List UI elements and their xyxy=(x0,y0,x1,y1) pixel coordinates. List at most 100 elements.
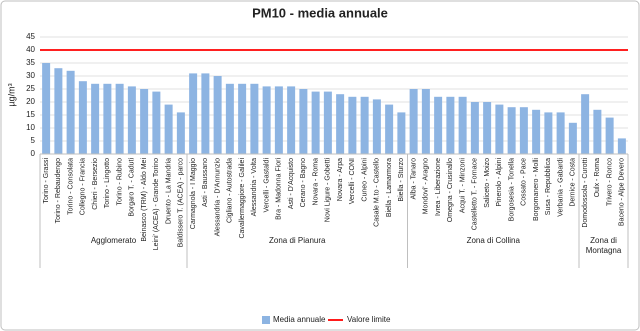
bar xyxy=(593,109,602,154)
x-tick-label: Verbania - Gabardi xyxy=(557,158,564,217)
y-tick-label: 40 xyxy=(26,45,35,54)
y-tick-label: 20 xyxy=(26,97,35,106)
x-tick-label: Beinasco (TRM) - Aldo Mei xyxy=(141,158,148,242)
bar xyxy=(238,83,247,154)
bar xyxy=(434,96,443,154)
bar xyxy=(262,86,271,154)
bar xyxy=(458,96,467,154)
bar xyxy=(127,86,136,154)
bar xyxy=(189,73,198,154)
x-tick-label: Carmagnola - I Maggio xyxy=(190,158,197,229)
bar xyxy=(213,76,222,154)
x-tick-label: Trivero - Ronco xyxy=(606,158,613,206)
bar xyxy=(446,96,455,154)
bar xyxy=(78,81,87,154)
bar xyxy=(348,96,357,154)
bar xyxy=(556,112,565,154)
x-tick-label: Pinerolo - Alpini xyxy=(496,158,503,207)
group-label: Zona di Pianura xyxy=(269,236,326,245)
bar xyxy=(336,94,345,154)
x-tick-label: Castelletto T. - Fornace xyxy=(472,158,479,230)
x-tick-label: Oulx - Roma xyxy=(594,158,601,197)
y-axis-label: µg/m³ xyxy=(6,83,16,106)
bar xyxy=(250,83,259,154)
x-tick-label: Biella - Lamarmora xyxy=(386,158,393,217)
bar xyxy=(360,96,369,154)
x-tick-label: Biella - Sturzo xyxy=(398,158,405,202)
y-tick-label: 30 xyxy=(26,71,35,80)
x-tick-label: Borgaro T. - Caduti xyxy=(129,158,136,217)
bar xyxy=(544,112,553,154)
group-label: Zona di Montagna xyxy=(585,236,622,255)
x-tick-label: Casale M.to - Castello xyxy=(374,158,381,227)
x-tick-label: Borgomanero - Molli xyxy=(533,158,540,221)
x-tick-label: Acqui T. - Minzoni xyxy=(459,158,466,214)
group-label: Zona di Collina xyxy=(466,236,520,245)
x-tick-label: Torino - Consolata xyxy=(67,158,74,215)
x-tick-label: Omegna - Crusinallo xyxy=(447,158,454,222)
bar xyxy=(287,86,296,154)
bar xyxy=(42,63,51,154)
y-tick-label: 15 xyxy=(26,110,35,119)
bar xyxy=(605,117,614,154)
x-tick-label: Baceno - Alpe Devero xyxy=(619,158,626,226)
bar xyxy=(421,89,430,154)
x-tick-label: Dernice - Costa xyxy=(570,158,577,207)
bar xyxy=(470,102,479,154)
y-tick-label: 35 xyxy=(26,58,35,67)
bar xyxy=(532,109,541,154)
bar xyxy=(385,104,394,154)
x-tick-label: Torino - Rubino xyxy=(116,158,123,206)
bar xyxy=(519,107,528,154)
x-tick-label: Cossato - Pace xyxy=(521,158,528,206)
bar xyxy=(54,68,63,154)
x-tick-label: Susa - Repubblica xyxy=(545,158,552,215)
x-tick-label: Asti - D'Acquisto xyxy=(288,158,295,209)
x-tick-label: Leini' (ACEA) - Grande Torino xyxy=(153,158,160,250)
chart-title: PM10 - media annuale xyxy=(252,5,388,20)
bar xyxy=(568,122,577,154)
x-tick-label: Novara - Arpa xyxy=(337,158,344,201)
x-tick-label: Baldissero T. (ACEA) - parco xyxy=(178,158,185,247)
x-tick-label: Ivrea - Liberazione xyxy=(435,158,442,216)
x-tick-label: Alessandria - Volta xyxy=(251,158,258,216)
x-tick-label: Mondovi' - Aragno xyxy=(423,158,430,214)
x-tick-label: Vercelli - Gastaldi xyxy=(263,158,270,213)
x-tick-label: Borgosesia - Tonella xyxy=(508,158,515,221)
bar xyxy=(495,104,504,154)
bar xyxy=(225,83,234,154)
bar xyxy=(311,91,320,154)
x-tick-label: Cuneo - Alpini xyxy=(361,158,368,202)
x-tick-label: Asti - Baussano xyxy=(202,158,209,207)
y-tick-label: 5 xyxy=(31,136,36,145)
y-tick-label: 10 xyxy=(26,123,35,132)
bar xyxy=(115,83,124,154)
bar xyxy=(507,107,516,154)
bar xyxy=(201,73,210,154)
bar xyxy=(299,89,308,154)
x-tick-label: Collegno - Francia xyxy=(80,158,87,215)
y-tick-label: 0 xyxy=(31,149,36,158)
bar xyxy=(483,102,492,154)
bar xyxy=(372,99,381,154)
legend-swatch xyxy=(262,316,270,324)
x-tick-label: Torino - Rebaudengo xyxy=(55,158,62,223)
group-label: Agglomerato xyxy=(90,236,137,245)
bar xyxy=(323,91,332,154)
x-tick-label: Cigliano - Autostrada xyxy=(227,158,234,223)
bar xyxy=(409,89,418,154)
bar xyxy=(581,94,590,154)
bar xyxy=(66,70,75,154)
bar xyxy=(617,138,626,154)
bar xyxy=(274,86,283,154)
legend-label: Valore limite xyxy=(347,315,391,324)
bar xyxy=(152,91,161,154)
bar xyxy=(397,112,406,154)
x-tick-label: Alessandria - D'Annunzio xyxy=(214,158,221,236)
x-tick-label: Novi Ligure - Gobetti xyxy=(325,158,332,223)
legend-label: Media annuale xyxy=(273,315,326,324)
x-tick-label: Druento - La Mandria xyxy=(165,158,172,224)
bar xyxy=(164,104,173,154)
